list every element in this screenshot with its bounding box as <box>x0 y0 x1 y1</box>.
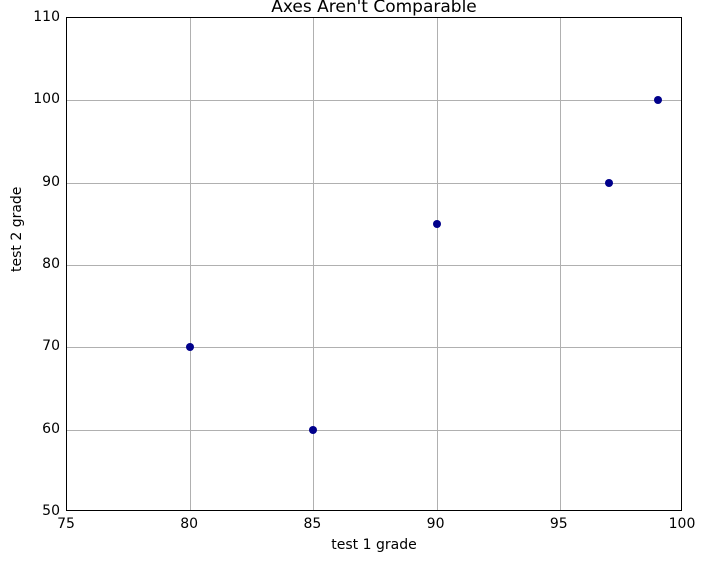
gridline-vertical <box>560 18 561 510</box>
x-tick-label: 100 <box>669 516 696 532</box>
y-tick-label: 90 <box>42 174 60 190</box>
scatter-chart: Axes Aren't Comparable test 1 grade test… <box>0 0 706 562</box>
gridline-horizontal <box>67 347 681 348</box>
y-tick-label: 50 <box>42 503 60 519</box>
gridline-horizontal <box>67 183 681 184</box>
chart-title: Axes Aren't Comparable <box>66 0 682 17</box>
gridline-vertical <box>313 18 314 510</box>
y-tick-label: 70 <box>42 338 60 354</box>
x-tick-label: 85 <box>303 516 321 532</box>
data-point <box>433 220 441 228</box>
y-axis-label: test 2 grade <box>9 254 25 272</box>
data-point <box>309 426 317 434</box>
gridline-vertical <box>437 18 438 510</box>
x-tick-label: 80 <box>180 516 198 532</box>
data-point <box>605 179 613 187</box>
x-tick-label: 95 <box>550 516 568 532</box>
x-axis-label: test 1 grade <box>66 537 682 553</box>
data-point <box>654 96 662 104</box>
gridline-horizontal <box>67 100 681 101</box>
y-tick-label: 80 <box>42 256 60 272</box>
gridline-horizontal <box>67 430 681 431</box>
y-tick-label: 60 <box>42 421 60 437</box>
gridline-horizontal <box>67 265 681 266</box>
y-tick-label: 100 <box>33 91 60 107</box>
y-tick-label: 110 <box>33 9 60 25</box>
plot-area <box>66 17 682 511</box>
gridline-vertical <box>190 18 191 510</box>
x-tick-label: 90 <box>427 516 445 532</box>
data-point <box>186 343 194 351</box>
